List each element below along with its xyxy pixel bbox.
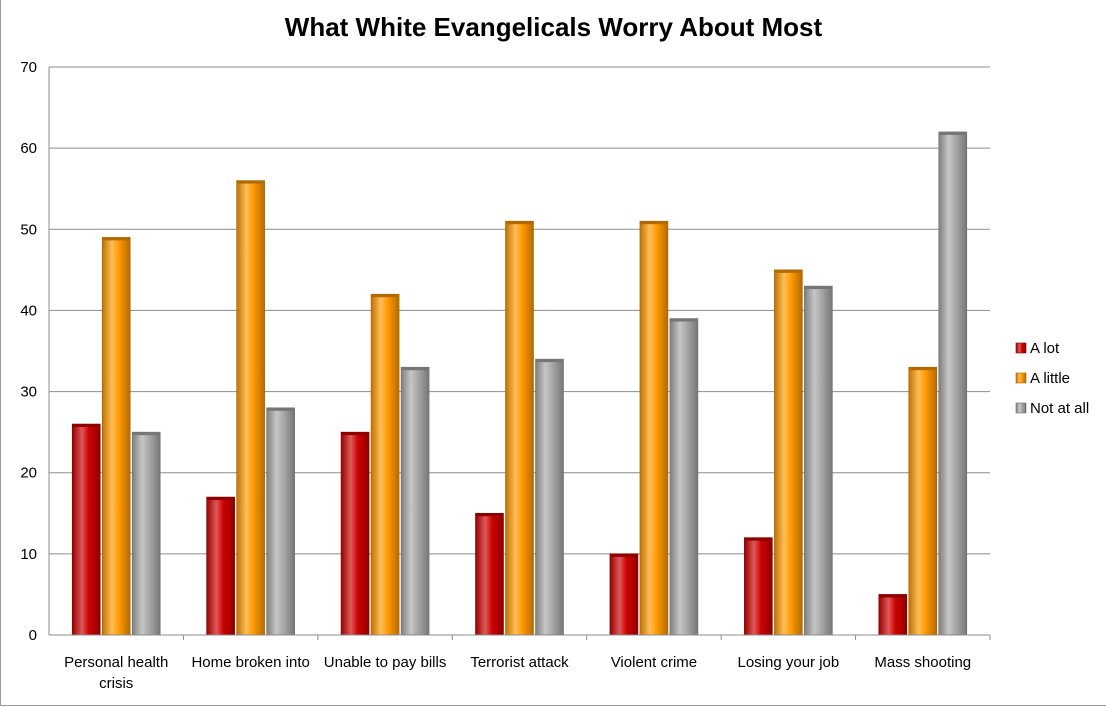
bar-top: [774, 269, 803, 273]
bar: [609, 553, 639, 636]
bar: [236, 180, 265, 636]
bar: [774, 269, 803, 636]
y-tick-label: 60: [20, 140, 37, 157]
bar: [71, 423, 101, 636]
bar-top: [401, 367, 430, 371]
bar: [505, 220, 534, 636]
x-tick-label: Terrorist attack: [470, 654, 569, 671]
legend-swatch: [1015, 402, 1027, 414]
bar: [804, 285, 833, 636]
bar-top: [206, 497, 235, 501]
bar-top: [341, 432, 370, 436]
bar: [639, 220, 669, 636]
bar-top: [475, 513, 504, 517]
chart-title: What White Evangelicals Worry About Most: [284, 12, 823, 42]
legend-swatch: [1015, 342, 1027, 354]
bar: [669, 318, 699, 636]
legend-label: Not at all: [1030, 400, 1089, 417]
bar: [131, 431, 161, 636]
legend-swatch: [1015, 372, 1027, 384]
bar-top: [639, 221, 668, 225]
bar-top: [505, 221, 534, 225]
y-axis: 0 10 20 30 40 50 60 70: [20, 59, 50, 644]
bar: [908, 366, 938, 636]
bar: [878, 594, 908, 636]
x-tick-label: crisis: [99, 675, 133, 692]
bar-top: [132, 432, 161, 436]
x-tick-label: Mass shooting: [874, 654, 971, 671]
bar: [400, 366, 430, 636]
bar-top: [878, 594, 907, 598]
x-tick-label: Personal health: [64, 654, 168, 671]
bar-top: [908, 367, 937, 371]
bar-top: [371, 294, 400, 298]
legend: A lot A little Not at all: [1015, 340, 1089, 417]
x-tick-label: Losing your job: [737, 654, 839, 671]
x-axis: Personal health crisis Home broken into Una…: [49, 634, 991, 692]
bar-top: [72, 424, 101, 428]
bar-top: [266, 407, 295, 411]
bar: [370, 293, 400, 636]
bar-top: [938, 131, 967, 135]
y-tick-label: 0: [29, 627, 37, 644]
bar-top: [236, 180, 265, 184]
bar: [266, 407, 295, 636]
y-tick-label: 20: [20, 465, 37, 482]
bar: [206, 496, 235, 636]
bar: [938, 131, 968, 636]
y-tick-label: 50: [20, 221, 37, 238]
y-tick-label: 70: [20, 59, 37, 76]
bar: [535, 358, 564, 636]
legend-label: A little: [1030, 370, 1070, 387]
bar-top: [744, 537, 773, 541]
y-tick-label: 30: [20, 384, 37, 401]
x-tick-label: Violent crime: [611, 654, 697, 671]
bar-top: [535, 359, 564, 363]
bar-top: [669, 318, 698, 322]
x-tick-label: Unable to pay bills: [324, 654, 447, 671]
bar-top: [804, 286, 833, 290]
bar: [744, 537, 773, 636]
legend-label: A lot: [1030, 340, 1060, 357]
bar-top: [102, 237, 131, 241]
bars: [71, 131, 968, 636]
y-tick-label: 40: [20, 302, 37, 319]
x-tick-label: Home broken into: [191, 654, 309, 671]
y-tick-label: 10: [20, 546, 37, 563]
bar: [475, 512, 504, 636]
bar-top: [609, 553, 638, 557]
bar: [101, 237, 131, 636]
bar: [340, 431, 370, 636]
